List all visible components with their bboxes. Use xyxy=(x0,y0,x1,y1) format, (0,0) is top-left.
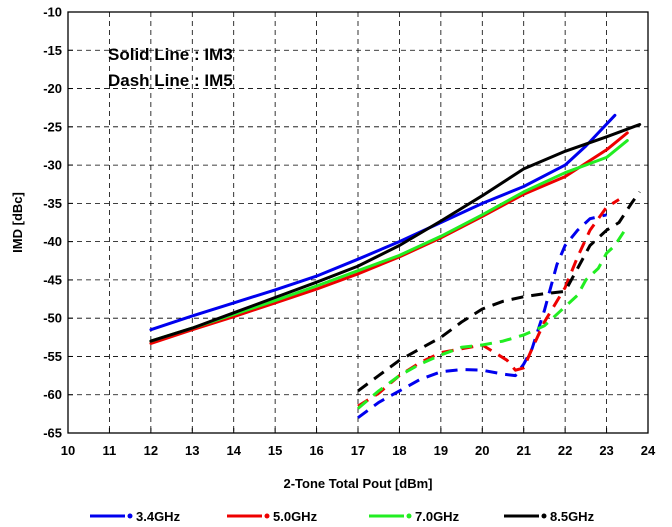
y-tick-label: -25 xyxy=(43,119,62,134)
x-tick-label: 22 xyxy=(558,443,572,458)
x-tick-label: 13 xyxy=(185,443,199,458)
legend-label: 5.0GHz xyxy=(273,509,318,524)
x-axis-label: 2-Tone Total Pout [dBm] xyxy=(284,476,433,491)
legend: 3.4GHz 5.0GHz 7.0GHz 8.5GHz xyxy=(90,509,595,524)
x-tick-label: 21 xyxy=(516,443,530,458)
x-tick-label: 17 xyxy=(351,443,365,458)
x-tick-label: 19 xyxy=(434,443,448,458)
annotation-im3: Solid Line : IM3 xyxy=(108,45,233,64)
series-im5-line xyxy=(357,198,620,408)
series-im5-line xyxy=(357,213,607,419)
grid xyxy=(68,12,648,433)
annotation-im5: Dash Line : IM5 xyxy=(108,71,233,90)
series-im3-line xyxy=(149,113,617,332)
legend-label: 7.0GHz xyxy=(415,509,460,524)
y-tick-label: -50 xyxy=(43,311,62,326)
y-tick-label: -35 xyxy=(43,196,62,211)
y-tick-label: -15 xyxy=(43,43,62,58)
legend-marker xyxy=(541,513,547,519)
legend-label: 3.4GHz xyxy=(136,509,181,524)
x-tick-label: 18 xyxy=(392,443,406,458)
x-tick-label: 10 xyxy=(61,443,75,458)
x-tick-label: 11 xyxy=(103,443,117,458)
x-tick-label: 15 xyxy=(268,443,282,458)
legend-marker xyxy=(406,513,412,519)
y-tick-label: -10 xyxy=(43,5,62,20)
x-tick-label: 12 xyxy=(144,443,158,458)
legend-label: 8.5GHz xyxy=(550,509,595,524)
series-im3-line xyxy=(149,131,629,345)
y-tick-label: -55 xyxy=(43,349,62,364)
x-tick-label: 14 xyxy=(226,443,241,458)
y-tick-label: -45 xyxy=(43,272,62,287)
series-layer xyxy=(149,113,642,419)
x-tick-label: 24 xyxy=(641,443,656,458)
y-axis-label: IMD [dBc] xyxy=(10,192,25,253)
y-tick-label: -20 xyxy=(43,81,62,96)
series-im5-line xyxy=(357,191,641,393)
series-im5-line xyxy=(357,225,629,410)
ticks: 10 11 12 13 14 15 16 17 18 19 20 21 22 23 24 -10 -15 -20 -… xyxy=(43,5,656,459)
x-tick-label: 23 xyxy=(599,443,613,458)
x-tick-label: 16 xyxy=(309,443,323,458)
legend-marker xyxy=(264,513,270,519)
y-tick-label: -30 xyxy=(43,158,62,173)
series-im3-line xyxy=(149,139,629,343)
legend-marker xyxy=(127,513,133,519)
y-tick-label: -65 xyxy=(43,426,62,441)
y-tick-label: -60 xyxy=(43,387,62,402)
y-tick-label: -40 xyxy=(43,234,62,249)
series-im3-line xyxy=(149,123,642,343)
x-tick-label: 20 xyxy=(475,443,489,458)
